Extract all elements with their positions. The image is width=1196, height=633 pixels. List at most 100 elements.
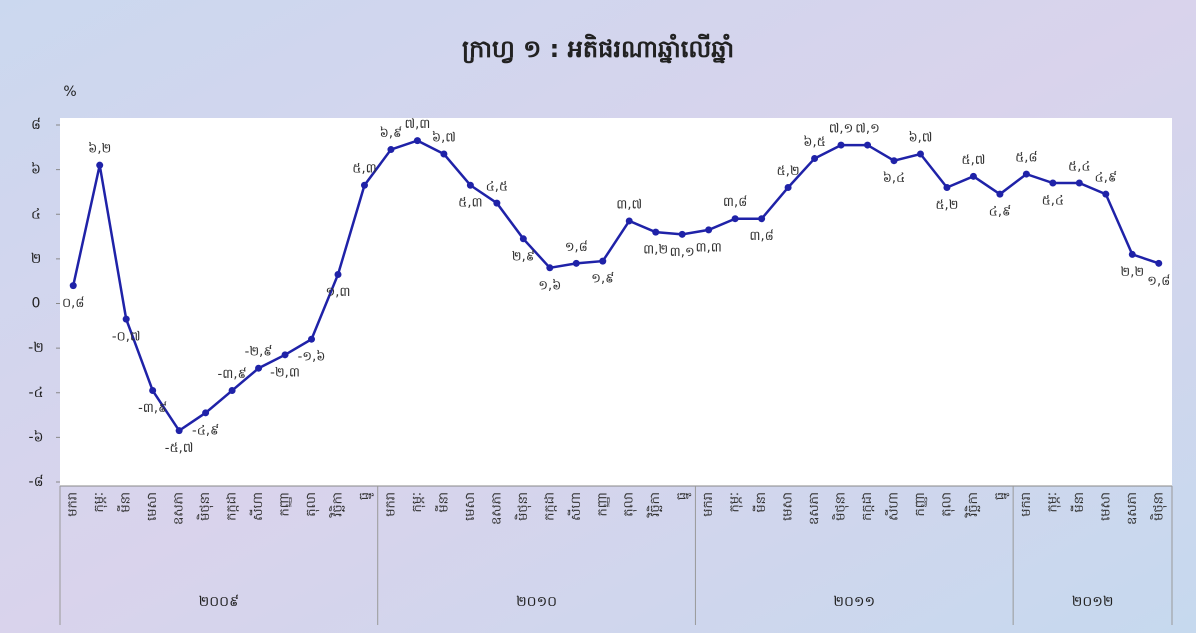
y-tick-label: -៦	[29, 429, 44, 445]
x-tick-label: តុលា	[304, 492, 320, 517]
x-tick-label: ឧសភា	[807, 492, 822, 525]
data-label: ១,៣	[325, 285, 350, 300]
x-tick-label: ឧសភា	[1125, 492, 1140, 525]
plot-area	[60, 118, 1172, 486]
point	[519, 235, 527, 243]
data-label: -៣,៩	[138, 401, 167, 416]
point	[387, 146, 395, 154]
data-label: -៣,៩	[218, 367, 247, 382]
point	[784, 183, 792, 191]
point	[1075, 179, 1083, 187]
y-tick-label: ៨	[31, 117, 41, 133]
x-tick-label: វិច្ឆិកា	[964, 492, 981, 518]
point	[228, 387, 236, 395]
x-tick-label: វិច្ឆិកា	[329, 492, 346, 518]
data-label: ១,៩	[591, 272, 614, 287]
point	[864, 141, 872, 149]
y-tick-label: 0	[32, 296, 41, 312]
point	[334, 270, 342, 278]
x-tick-label: កុម្ភៈ	[92, 492, 108, 512]
point	[281, 351, 289, 359]
x-group-label: ២០១២	[1072, 594, 1114, 610]
data-label: -៥,៧	[165, 441, 194, 456]
point	[308, 335, 316, 343]
data-label: -១,៦	[298, 350, 326, 365]
point	[572, 259, 580, 267]
x-tick-label: កុម្ភៈ	[410, 492, 426, 512]
point	[890, 157, 898, 165]
data-label: ២,២	[1120, 265, 1144, 280]
y-tick-label: ២	[31, 251, 42, 267]
data-label: -០,៧	[112, 330, 141, 345]
x-tick-label: កក្កដា	[860, 492, 875, 521]
point	[360, 181, 368, 189]
data-label: ៥,២	[935, 198, 958, 213]
point	[202, 409, 210, 417]
data-label: ៥,២	[777, 164, 800, 179]
data-label: ១,៦	[538, 278, 561, 293]
data-label: ៧,១	[855, 122, 880, 137]
point	[652, 228, 660, 236]
data-label: ៤,៥	[486, 180, 509, 195]
data-label: ១,៨	[565, 240, 588, 255]
point	[731, 215, 739, 223]
data-label: ៥,៤	[1068, 160, 1091, 175]
point	[969, 172, 977, 180]
point	[916, 150, 924, 158]
data-label: ៥,៣	[352, 162, 376, 177]
x-tick-label: មិថុនា	[514, 492, 532, 521]
x-tick-label: តុលា	[622, 492, 638, 517]
x-tick-label: កក្កដា	[225, 492, 240, 521]
point	[996, 190, 1004, 198]
point	[122, 315, 130, 323]
y-tick-label: -២	[28, 340, 44, 356]
data-label: ៧,៣	[404, 117, 430, 132]
point	[678, 230, 686, 238]
x-tick-label: កញ្ញា	[913, 492, 928, 517]
x-tick-label: មករា	[701, 492, 716, 517]
data-label: ៤,៩	[989, 205, 1012, 220]
data-label: ៥,៤	[1042, 194, 1065, 209]
point	[943, 183, 951, 191]
point	[493, 199, 501, 207]
x-tick-label: កុម្ភៈ	[728, 492, 744, 512]
data-label: ៥,៨	[1015, 151, 1038, 166]
x-tick-label: មីនា	[117, 492, 134, 513]
point	[625, 217, 633, 225]
x-tick-label: សីហា	[249, 492, 266, 521]
data-label: ៥,៣	[458, 196, 482, 211]
point	[1022, 170, 1030, 178]
y-axis-label: %	[63, 84, 76, 100]
y-tick-label: ៦	[31, 162, 41, 178]
data-label: ០,៨	[62, 296, 85, 311]
data-label: ៦,៥	[803, 135, 826, 150]
data-label: ២,៩	[512, 249, 535, 264]
x-group-label: ២០១១	[833, 594, 875, 610]
data-label: ៦,៩	[380, 126, 403, 141]
y-tick-label: -៤	[29, 385, 44, 401]
x-tick-label: ឧសភា	[489, 492, 504, 525]
x-group-label: ២០០៩	[199, 594, 239, 610]
y-tick-label: -៨	[29, 474, 44, 490]
x-tick-label: មិថុនា	[196, 492, 214, 521]
x-tick-label: ធ្នូ	[675, 492, 692, 500]
x-tick-label: មីនា	[752, 492, 769, 513]
x-tick-label: មិថុនា	[1149, 492, 1167, 521]
y-tick-label: ៤	[31, 206, 41, 222]
point	[413, 137, 421, 145]
x-tick-label: មិថុនា	[832, 492, 850, 521]
data-label: ៦,២	[88, 142, 111, 157]
x-tick-label: កុម្ភៈ	[1045, 492, 1061, 512]
x-tick-label: មេសា	[463, 492, 478, 521]
data-label: ៣,៣	[695, 240, 721, 255]
x-tick-label: កញ្ញា	[595, 492, 610, 517]
x-group-label: ២០១០	[516, 594, 557, 610]
data-label: ៣,៨	[749, 229, 773, 244]
x-tick-label: មករា	[66, 492, 81, 517]
data-label: -២,៣	[270, 365, 300, 380]
x-tick-label: កក្កដា	[542, 492, 557, 521]
x-tick-label: មករា	[383, 492, 398, 517]
data-label: -២,៩	[245, 345, 273, 360]
x-tick-label: ធ្នូ	[357, 492, 374, 500]
